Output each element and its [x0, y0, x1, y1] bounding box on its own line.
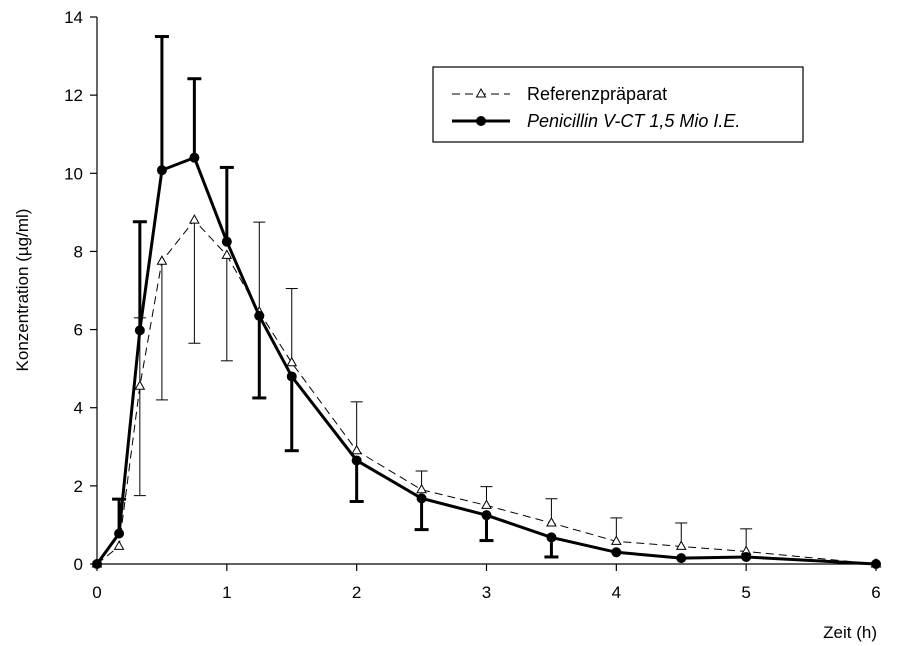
legend-ref-label: Referenzpräparat — [527, 84, 667, 104]
x-tick-label: 0 — [92, 583, 101, 602]
data-point-triangle — [134, 380, 146, 390]
x-tick-label: 1 — [222, 583, 231, 602]
data-point-circle — [254, 310, 265, 321]
legend-ref-marker — [475, 87, 487, 98]
y-tick-label: 12 — [64, 86, 83, 105]
series-referenzpraeparat — [91, 214, 882, 568]
series-line — [95, 155, 877, 566]
data-point-triangle — [351, 444, 363, 455]
x-tick-label: 4 — [612, 583, 621, 602]
data-point-triangle — [610, 535, 622, 545]
data-point-circle — [114, 528, 125, 539]
data-point-circle — [481, 510, 492, 521]
data-point-circle — [351, 455, 362, 466]
x-tick-label: 2 — [352, 583, 361, 602]
data-point-circle — [546, 532, 557, 543]
data-point-circle — [871, 559, 881, 569]
y-axis-label: Konzentration (µg/ml) — [13, 209, 32, 372]
legend: Referenzpräparat Penicillin V-CT 1,5 Mio… — [432, 66, 804, 143]
data-point-circle — [286, 371, 297, 382]
x-tick-label: 6 — [871, 583, 880, 602]
data-point-triangle — [416, 483, 427, 494]
data-point-triangle — [156, 255, 168, 265]
legend-box — [432, 66, 804, 143]
data-point-circle — [156, 165, 167, 176]
data-point-triangle — [546, 516, 557, 527]
y-tick-label: 6 — [74, 321, 83, 340]
data-point-triangle — [113, 540, 125, 550]
x-tick-label: 5 — [741, 583, 750, 602]
data-point-circle — [416, 493, 427, 504]
data-point-circle — [221, 236, 232, 247]
x-tick-label: 3 — [482, 583, 491, 602]
y-tick-label: 2 — [74, 477, 83, 496]
series-line — [96, 219, 877, 565]
data-point-circle — [189, 152, 200, 163]
data-point-triangle — [221, 249, 233, 259]
legend-pen-label: Penicillin V-CT 1,5 Mio I.E. — [527, 111, 740, 131]
y-tick-label: 14 — [64, 8, 83, 27]
data-point-circle — [676, 553, 687, 564]
data-point-circle — [92, 559, 102, 569]
y-tick-label: 0 — [74, 555, 83, 574]
data-point-triangle — [189, 214, 200, 224]
data-point-circle — [611, 547, 622, 558]
data-point-circle — [134, 325, 145, 336]
x-axis-label: Zeit (h) — [823, 623, 877, 642]
y-tick-label: 4 — [74, 399, 83, 418]
y-tick-label: 8 — [74, 242, 83, 261]
data-point-circle — [741, 551, 752, 562]
y-tick-label: 10 — [64, 164, 83, 183]
data-point-triangle — [286, 356, 298, 367]
series-penicillin — [92, 35, 881, 569]
legend-pen-marker — [476, 116, 486, 126]
data-point-triangle — [481, 499, 492, 509]
data-point-triangle — [675, 540, 687, 550]
